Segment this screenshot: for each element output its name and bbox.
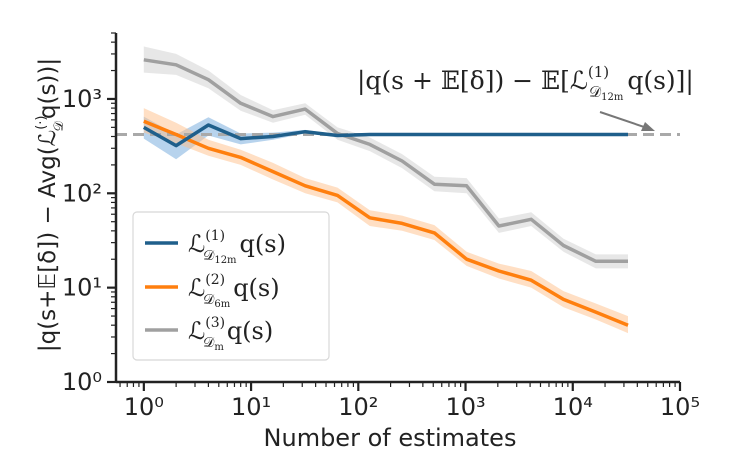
annotation-sub: 𝒟 [589,83,601,101]
legend-3-sub: 𝒟 [203,335,215,351]
x-tick-label-0: 10⁰ [124,393,164,421]
x-tick-label-4: 10⁴ [553,393,593,421]
line-series-2 [143,119,629,327]
x-tick-label-5: 10⁵ [660,393,700,421]
y-tick-label-2: 10² [62,179,102,207]
legend-3-suffix: q(s) [227,317,273,345]
legend-1-sub: 𝒟 [203,248,215,264]
legend-1-prefix: ℒ [188,230,205,258]
y-axis-label-sub: 𝒟 [52,120,67,131]
y-axis-label-sup: (·) [34,115,49,129]
line-series-3 [143,58,628,264]
y-ticks: 10⁰ 10¹ 10² 10³ [62,32,116,396]
x-axis-label: Number of estimates [264,424,517,452]
legend-1-sup: (1) [205,228,225,244]
x-tick-label-3: 10³ [445,393,485,421]
legend-3-sup: (3) [205,315,225,331]
legend: ℒ(1) 𝒟12mq(s) ℒ(2) 𝒟6mq(s) ℒ(3) 𝒟mq(s) [132,211,330,361]
legend-label-1: ℒ(1) 𝒟12mq(s) [188,228,286,266]
legend-3-subsub: m [214,342,224,353]
band-series-3 [143,46,629,269]
reference-annotation: |q(s + 𝔼[δ]) − 𝔼[ℒ(1) 𝒟12mq(s)]| [357,63,694,103]
legend-label-3: ℒ(3) 𝒟mq(s) [188,315,273,353]
annotation-arrow [599,111,655,131]
legend-2-subsub: 6m [214,299,230,310]
y-axis-label-main: |q(s+𝔼[δ]) − Avg(ℒ [35,130,61,352]
annotation-tail: q(s)]| [627,66,694,96]
legend-label-2: ℒ(2) 𝒟6mq(s) [188,272,280,310]
legend-2-sup: (2) [205,272,225,288]
annotation-main: |q(s + 𝔼[δ]) − 𝔼[ℒ [357,66,588,96]
y-tick-label-1: 10¹ [62,274,102,302]
legend-2-sub: 𝒟 [203,292,215,308]
y-tick-label-0: 10⁰ [62,368,102,396]
annotation-sup: (1) [588,63,609,81]
series-lines [142,58,629,327]
legend-2-prefix: ℒ [188,274,205,302]
legend-1-suffix: q(s) [240,230,286,258]
legend-2-suffix: q(s) [233,274,279,302]
legend-3-prefix: ℒ [188,317,205,345]
legend-frame [132,211,330,361]
x-tick-label-1: 10¹ [231,393,271,421]
x-tick-label-2: 10² [338,393,378,421]
y-axis-label: |q(s+𝔼[δ]) − Avg(ℒ(·) 𝒟q(s))| [34,58,67,352]
annotation-subsub: 12m [601,92,624,103]
y-tick-label-3: 10³ [62,85,102,113]
line-series-1 [142,123,628,148]
legend-1-subsub: 12m [214,255,237,266]
x-ticks: 10⁰ 10¹ 10² 10³ 10⁴ 10⁵ [119,382,700,421]
y-axis-label-tail: q(s))| [35,58,61,119]
